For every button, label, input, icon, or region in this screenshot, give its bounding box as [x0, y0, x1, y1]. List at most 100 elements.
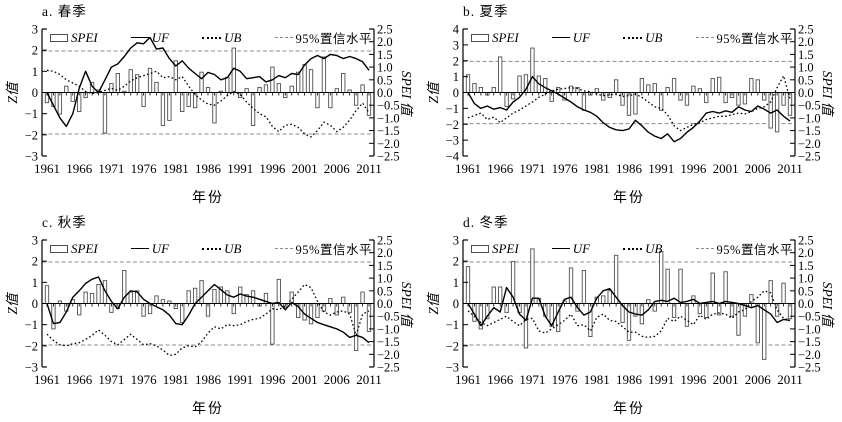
z-axis-ticks: −4 −3 −2 −1 0 1 2 34	[446, 23, 468, 164]
legend-label: UF	[151, 29, 170, 45]
svg-text:1981: 1981	[163, 372, 189, 387]
uf-line	[467, 286, 791, 327]
spei-bars	[44, 270, 372, 351]
svg-text:−2.5: −2.5	[377, 150, 400, 164]
solid-line-icon	[551, 37, 570, 38]
svg-text:2: 2	[32, 255, 38, 269]
svg-text:1966: 1966	[487, 372, 514, 387]
zero-axis	[463, 92, 795, 96]
svg-text:1976: 1976	[131, 161, 158, 176]
svg-text:−1.5: −1.5	[798, 124, 821, 138]
x-axis-label: 年份	[613, 402, 645, 417]
svg-text:2.0: 2.0	[798, 35, 814, 49]
svg-text:1971: 1971	[98, 372, 124, 387]
svg-text:2.5: 2.5	[377, 23, 393, 37]
svg-text:−1.0: −1.0	[377, 322, 400, 336]
svg-text:2006: 2006	[324, 161, 351, 176]
legend-item-ub: UB	[202, 241, 242, 257]
z-axis-label: Z值	[426, 82, 441, 104]
svg-text:4: 4	[453, 23, 460, 37]
legend-item-confidence: 95%置信水平	[695, 239, 793, 258]
z-axis-label: Z值	[5, 293, 20, 315]
svg-text:2011: 2011	[356, 372, 382, 387]
svg-text:−1: −1	[25, 318, 38, 332]
dotted-line-icon	[202, 36, 222, 39]
svg-text:−2.0: −2.0	[377, 137, 400, 151]
legend-label: SPEI	[492, 240, 519, 256]
svg-text:0.5: 0.5	[798, 73, 814, 87]
legend-label: 95%置信水平	[295, 32, 372, 46]
svg-text:2011: 2011	[356, 161, 382, 176]
legend-label: 95%置信水平	[295, 243, 372, 257]
zero-axis	[42, 92, 374, 96]
z-axis-ticks: −3 −2 −1 0 1 2 3	[25, 23, 47, 164]
svg-text:−2.5: −2.5	[377, 361, 400, 375]
panel-autumn: −3 −2 −1 0 1 2 3 2.5 2.0 1.5 1.0 0.5 0.0 −0.5 −1.0 −1.5…	[0, 211, 421, 422]
svg-text:3: 3	[32, 234, 38, 248]
dotted-line-icon	[202, 247, 222, 250]
svg-text:2.5: 2.5	[377, 234, 393, 248]
svg-text:1996: 1996	[259, 161, 286, 176]
svg-text:1966: 1966	[66, 161, 93, 176]
svg-text:1961: 1961	[455, 161, 481, 176]
svg-text:0: 0	[453, 297, 459, 311]
svg-text:−3: −3	[25, 361, 38, 375]
svg-text:1976: 1976	[552, 161, 579, 176]
svg-text:−1.0: −1.0	[798, 322, 821, 336]
solid-line-icon	[551, 248, 570, 249]
legend-label: SPEI	[71, 240, 98, 256]
svg-text:2001: 2001	[292, 161, 318, 176]
svg-text:−0.5: −0.5	[377, 310, 400, 324]
svg-text:0.0: 0.0	[798, 86, 814, 100]
svg-text:1.5: 1.5	[798, 259, 814, 273]
confidence-lines	[42, 261, 374, 346]
legend-label: UF	[151, 240, 170, 256]
svg-text:1.0: 1.0	[798, 272, 814, 286]
panel-title: a. 春季	[42, 4, 87, 19]
svg-text:3: 3	[32, 23, 38, 37]
uf-line	[46, 276, 370, 344]
svg-text:1: 1	[453, 70, 459, 84]
legend-item-uf: UF	[551, 241, 590, 257]
svg-text:1976: 1976	[552, 372, 579, 387]
svg-text:−2.5: −2.5	[798, 150, 821, 164]
svg-text:−0.5: −0.5	[798, 310, 821, 324]
panel-spring: −3 −2 −1 0 1 2 3 2.5 2.0 1.5 1.0 0.5 0.0 −0.5 −1.0 −1.5…	[0, 0, 421, 211]
legend-item-spei: SPEI	[50, 241, 98, 257]
svg-text:0.0: 0.0	[377, 86, 393, 100]
svg-text:2.0: 2.0	[798, 246, 814, 260]
svg-text:1.0: 1.0	[377, 272, 393, 286]
svg-text:2.0: 2.0	[377, 35, 393, 49]
legend-label: SPEI	[492, 29, 519, 45]
svg-text:1991: 1991	[648, 372, 674, 387]
panel-title: d. 冬季	[463, 215, 509, 230]
legend-item-uf: UF	[130, 240, 170, 257]
spei-axis-label: SPEI 值	[820, 70, 835, 116]
dashed-line-icon	[274, 248, 293, 249]
svg-text:2001: 2001	[713, 161, 739, 176]
svg-text:−2: −2	[25, 339, 38, 353]
svg-text:1981: 1981	[584, 161, 610, 176]
panel-title: b. 夏季	[463, 4, 509, 19]
dashed-line-icon	[274, 37, 293, 38]
bar-symbol-icon	[471, 33, 489, 42]
svg-text:1.5: 1.5	[798, 48, 814, 62]
svg-text:1986: 1986	[616, 372, 643, 387]
svg-text:−4: −4	[446, 150, 460, 164]
z-axis-ticks: −3 −2 −1 0 1 2 3	[446, 234, 468, 375]
svg-text:1961: 1961	[34, 161, 60, 176]
spei-axis-ticks: 2.52.01.51.00.50.0−0.5−1.0−1.5−2.0−2.5	[369, 234, 400, 375]
svg-text:1966: 1966	[66, 372, 93, 387]
svg-text:1: 1	[32, 276, 38, 290]
legend-item-ub: UB	[623, 241, 663, 257]
legend-item-uf: UF	[130, 29, 170, 46]
legend-label: UF	[572, 29, 591, 45]
confidence-lines	[463, 261, 795, 346]
spei-bars	[465, 47, 793, 133]
svg-text:2: 2	[32, 44, 38, 58]
svg-text:1961: 1961	[34, 372, 60, 387]
svg-text:−3: −3	[446, 361, 459, 375]
svg-text:0.5: 0.5	[377, 73, 393, 87]
spei-axis-label: SPEI 值	[399, 70, 414, 116]
panel-winter: −3 −2 −1 0 1 2 3 2.5 2.0 1.5 1.0 0.5 0.0 −0.5 −1.0 −1.5…	[421, 211, 842, 422]
